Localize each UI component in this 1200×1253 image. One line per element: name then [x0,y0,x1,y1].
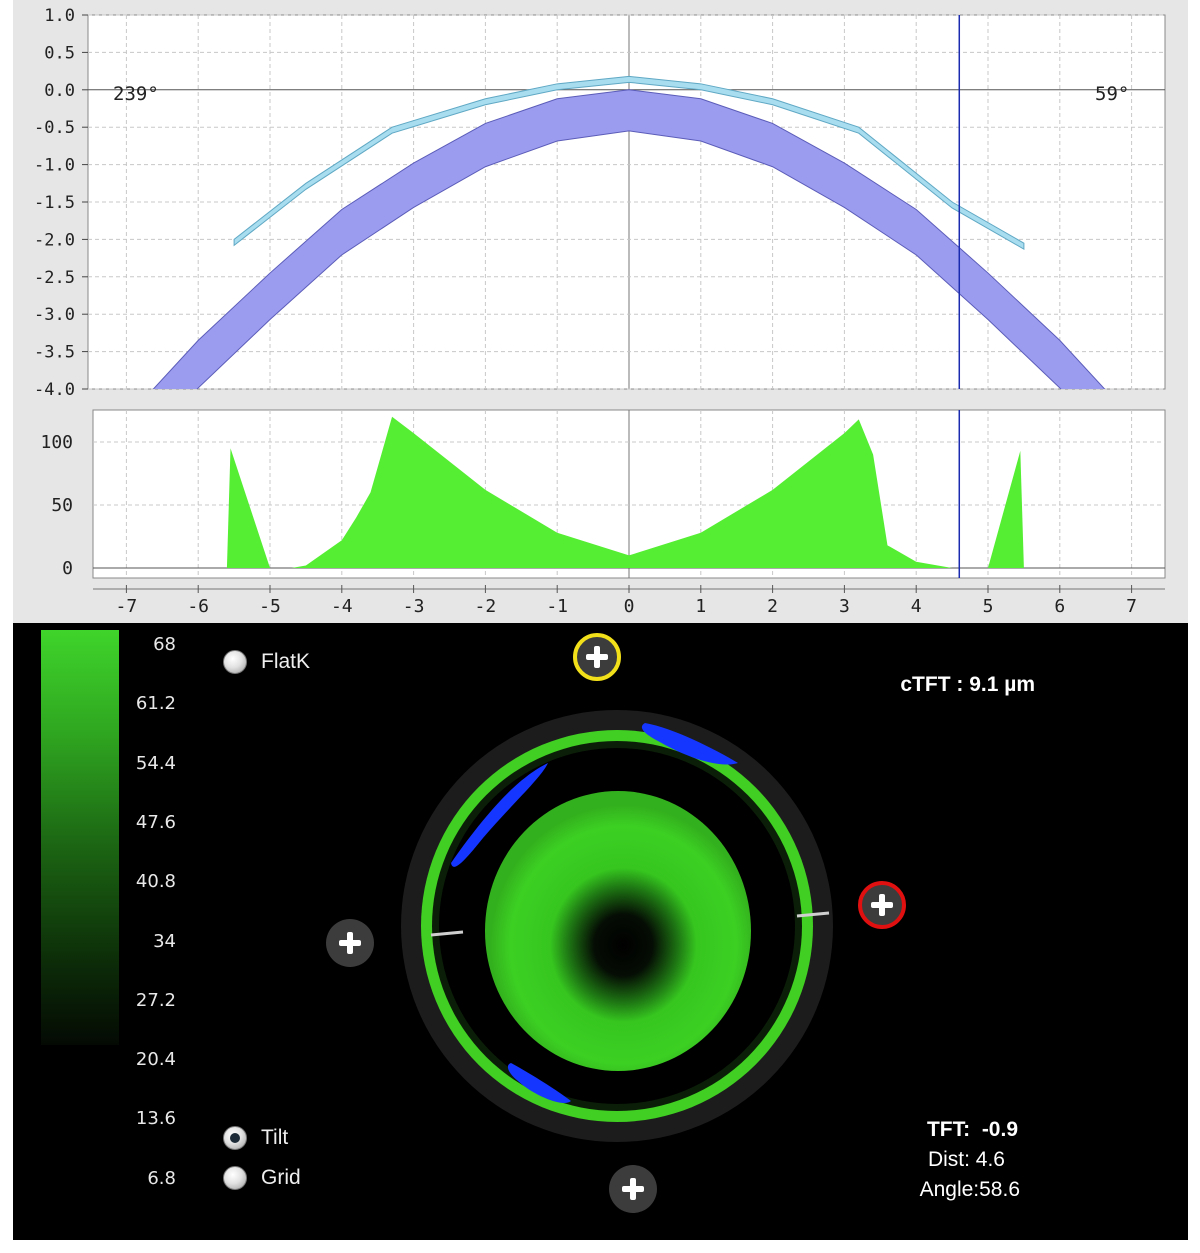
clearance-y-ticks: 100 50 0 [40,432,73,579]
x-tick-label: -6 [187,596,209,617]
axis-mark-left [430,930,464,937]
x-tick-label: 0 [624,596,635,617]
grid-label: Grid [261,1166,301,1189]
color-scale-label: 13.6 [135,1108,176,1130]
x-tick-label: -4 [331,596,353,617]
color-scale-label: 47.6 [135,811,176,833]
y-tick-label: 0.5 [44,43,75,63]
thickness-map[interactable] [393,703,843,1153]
color-scale-label: 6.8 [147,1167,176,1189]
lens-band [233,75,1025,250]
dist-label: Dist: [927,1148,970,1171]
top-handle-button[interactable] [573,633,621,681]
bearing-zone-upper-left [451,763,548,867]
right-handle-button[interactable] [858,881,906,929]
grid-radio-dot[interactable] [223,1166,247,1190]
y-tick-label: -0.5 [34,118,75,138]
tilt-label: Tilt [261,1126,289,1149]
left-meridian-label: 239° [113,83,159,105]
right-meridian-label: 59° [1095,83,1129,105]
bearing-zone-upper-right [641,723,738,765]
y-tick-label: -1.5 [34,193,75,213]
color-scale-label: 27.2 [135,989,176,1011]
y-tick-label: -4.0 [34,380,75,400]
x-tick-label: 4 [911,596,922,617]
clearance-shapes [226,410,1024,578]
clearance-x-ticks: -7 -6 -5 -4 -3 -2 -1 0 1 2 3 4 5 6 7 [93,585,1165,617]
x-tick-label: 1 [695,596,706,617]
angle-label: Angle: [919,1178,980,1201]
angle-value: 58.6 [979,1178,1020,1201]
x-tick-label: -3 [403,596,425,617]
x-tick-label: 3 [839,596,850,617]
x-tick-label: -1 [546,596,568,617]
dist-readout: Dist: 4.6 [833,1148,1005,1172]
y-tick-label: 50 [51,495,73,516]
x-tick-label: 5 [983,596,994,617]
cornea-band [152,89,1106,389]
dist-value: 4.6 [975,1148,1005,1171]
bearing-zone-lower-left [507,1063,571,1103]
y-tick-label: 100 [40,432,73,453]
color-scale-label: 54.4 [135,752,176,774]
x-tick-label: -7 [116,596,138,617]
y-tick-label: -2.5 [34,268,75,288]
central-zone [485,791,751,1071]
profile-charts: 1.0 0.5 0.0 -0.5 -1.0 -1.5 -2.0 -2.5 -3.0 -3.5 -4.… [34,6,1166,617]
ctft-value: cTFT : 9.1 µm [900,673,1035,696]
ctft-readout: cTFT : 9.1 µm [813,673,1035,697]
y-tick-label: -3.0 [34,305,75,325]
thickness-map-panel: 68 61.2 54.4 47.6 40.8 34 27.2 20.4 13.6 6.8 Flat… [13,623,1188,1240]
tft-readout: TFT: -0.9 [833,1118,1018,1142]
tilt-radio[interactable]: Tilt [223,1126,288,1150]
x-tick-label: 2 [767,596,778,617]
flatk-label: FlatK [261,650,311,673]
y-tick-label: -1.0 [34,156,75,176]
y-tick-label: 1.0 [44,6,75,26]
tft-value: -0.9 [981,1118,1018,1141]
color-scale-label: 40.8 [135,871,176,893]
color-scale-bar [41,630,119,1045]
flatk-radio-dot[interactable] [223,650,247,674]
flatk-radio[interactable]: FlatK [223,650,310,674]
x-tick-label: -2 [475,596,497,617]
tft-label: TFT: [926,1118,971,1141]
y-tick-label: -2.0 [34,230,75,250]
color-scale-label: 20.4 [135,1049,176,1071]
profile-y-ticks: 1.0 0.5 0.0 -0.5 -1.0 -1.5 -2.0 -2.5 -3.0 -3.5 -4.… [34,6,88,400]
clearance-area [226,416,1024,568]
grid-radio[interactable]: Grid [223,1166,301,1190]
axis-mark-right [796,911,830,918]
x-tick-label: 6 [1054,596,1065,617]
color-scale-label: 68 [153,634,176,655]
color-scale-label: 61.2 [135,693,176,715]
tilt-radio-dot[interactable] [223,1126,247,1150]
profile-shapes [152,15,1106,389]
left-handle-button[interactable] [326,919,374,967]
bottom-handle-button[interactable] [609,1165,657,1213]
x-tick-label: -5 [259,596,281,617]
y-tick-label: -3.5 [34,343,75,363]
y-tick-label: 0 [62,558,73,579]
x-tick-label: 7 [1126,596,1137,617]
angle-readout: Angle:58.6 [833,1178,1020,1202]
color-scale-label: 34 [153,930,176,952]
y-tick-label: 0.0 [44,81,75,101]
